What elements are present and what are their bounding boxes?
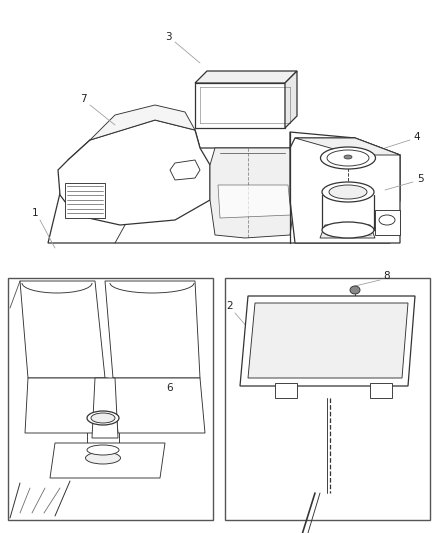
Polygon shape <box>290 138 400 243</box>
Polygon shape <box>370 383 392 398</box>
Ellipse shape <box>87 411 119 425</box>
Bar <box>225 278 430 520</box>
Text: 5: 5 <box>417 174 423 184</box>
Ellipse shape <box>321 147 375 169</box>
Polygon shape <box>218 185 291 218</box>
Polygon shape <box>285 71 297 128</box>
Polygon shape <box>50 443 165 478</box>
Polygon shape <box>48 120 400 243</box>
Ellipse shape <box>350 286 360 294</box>
Polygon shape <box>375 210 400 235</box>
Polygon shape <box>170 160 200 180</box>
Polygon shape <box>240 296 415 386</box>
Polygon shape <box>25 378 115 433</box>
Polygon shape <box>20 281 105 378</box>
Ellipse shape <box>329 185 367 199</box>
Ellipse shape <box>322 222 374 238</box>
Text: 1: 1 <box>32 208 38 218</box>
Text: 7: 7 <box>80 94 86 104</box>
Ellipse shape <box>379 215 395 225</box>
Polygon shape <box>58 120 210 225</box>
Polygon shape <box>105 281 200 378</box>
Ellipse shape <box>344 155 352 159</box>
Polygon shape <box>248 303 408 378</box>
Polygon shape <box>195 83 285 128</box>
Polygon shape <box>65 183 105 218</box>
Bar <box>8 278 213 520</box>
Ellipse shape <box>85 452 120 464</box>
Polygon shape <box>92 378 118 438</box>
Polygon shape <box>320 225 375 238</box>
Ellipse shape <box>91 413 115 423</box>
Ellipse shape <box>327 150 369 166</box>
Polygon shape <box>295 138 400 155</box>
Polygon shape <box>113 378 205 433</box>
Polygon shape <box>195 71 297 83</box>
Ellipse shape <box>322 182 374 202</box>
Text: 6: 6 <box>167 383 173 393</box>
Polygon shape <box>90 105 195 140</box>
Text: 3: 3 <box>165 32 171 42</box>
Polygon shape <box>275 383 297 398</box>
Text: 4: 4 <box>413 132 420 142</box>
Text: 2: 2 <box>227 301 233 311</box>
Ellipse shape <box>87 445 119 455</box>
Text: 8: 8 <box>384 271 390 281</box>
Polygon shape <box>210 148 295 238</box>
